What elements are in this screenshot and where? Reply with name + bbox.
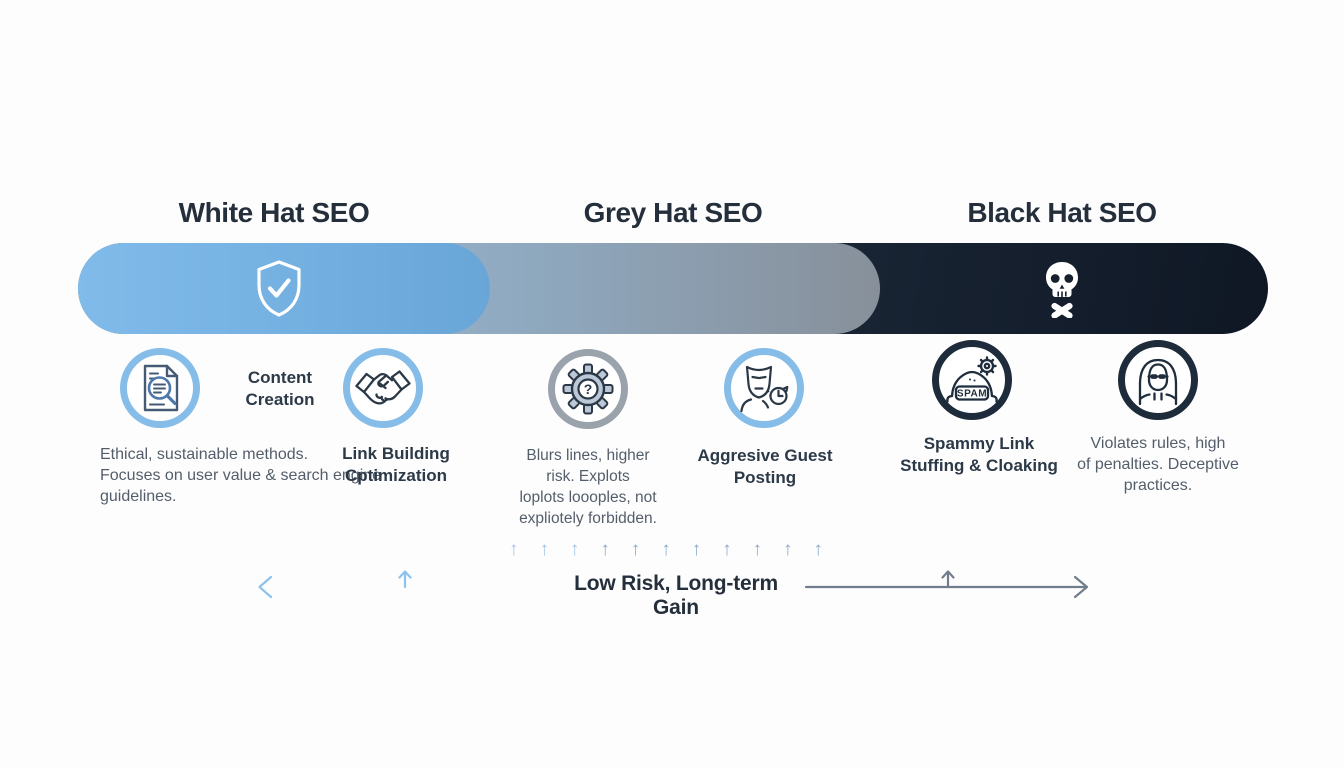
feature-label-guest-posting: Aggresive Guest Posting bbox=[697, 446, 833, 487]
up-arrow-icon: ↑ bbox=[813, 539, 823, 560]
feature-icon-content-creation bbox=[120, 348, 200, 428]
mask-clock-icon bbox=[740, 365, 789, 413]
up-arrow-icon: ↑ bbox=[782, 539, 793, 560]
feature-label-content-creation: Content Creation bbox=[245, 368, 315, 409]
up-arrow-icon: ↑ bbox=[722, 539, 732, 560]
axis-right-arrowhead-icon bbox=[1073, 575, 1089, 599]
up-arrow-icon: ↑ bbox=[569, 539, 580, 560]
axis-left-arrowhead-icon bbox=[258, 575, 273, 599]
up-arrow-icon: ↑ bbox=[752, 539, 763, 560]
feature-icon-grey-tactics: ? bbox=[548, 349, 628, 429]
question-mark-glyph: ? bbox=[584, 381, 593, 397]
gear-question-icon: ? bbox=[562, 363, 614, 415]
spectrum-bar-black-segment bbox=[78, 243, 1268, 334]
feature-label-spammy-links: Spammy Link Stuffing & Cloaking bbox=[900, 434, 1058, 475]
up-arrow-icon: ↑ bbox=[661, 539, 671, 560]
feature-icon-guest-posting bbox=[724, 348, 804, 428]
document-search-icon bbox=[143, 364, 179, 412]
feature-icon-deceptive-practices bbox=[1118, 340, 1198, 420]
column-title-black-hat: Black Hat SEO bbox=[967, 197, 1157, 228]
axis-tick-up-arrow-right-icon bbox=[941, 570, 955, 589]
feature-desc-black-hat: Violates rules, high of penalties. Decep… bbox=[1077, 435, 1239, 494]
up-arrow-icon: ↑ bbox=[509, 539, 519, 560]
column-title-white-hat: White Hat SEO bbox=[178, 197, 370, 228]
up-arrow-icon: ↑ bbox=[630, 539, 641, 560]
column-title-grey-hat: Grey Hat SEO bbox=[583, 197, 763, 228]
up-arrow-icon: ↑ bbox=[600, 539, 610, 560]
up-arrow-icon: ↑ bbox=[539, 539, 549, 560]
feature-label-link-building: Link Building Cptimization bbox=[342, 444, 450, 485]
risk-axis-graphic bbox=[258, 570, 1089, 599]
feature-desc-white-hat: Ethical, sustainable methods. Focuses on… bbox=[100, 446, 382, 505]
axis-label: Low Risk, Long-term Gain bbox=[574, 572, 778, 619]
shield-check-icon bbox=[257, 260, 301, 317]
hooded-hacker-icon bbox=[1138, 358, 1178, 406]
axis-tick-up-arrow-left-icon bbox=[398, 570, 412, 589]
spam-text: SPAM bbox=[957, 389, 987, 400]
skull-crossbones-icon bbox=[1046, 262, 1078, 318]
up-arrow-icon: ↑ bbox=[691, 539, 702, 560]
feature-icon-spammy-links: SPAM bbox=[932, 340, 1012, 420]
feature-icon-link-building bbox=[343, 348, 423, 428]
up-arrow-row: ↑ ↑ ↑ ↑ ↑ ↑ ↑ ↑ ↑ ↑ ↑ bbox=[509, 538, 823, 562]
spam-pile-gear-icon: SPAM bbox=[946, 356, 998, 403]
feature-desc-grey-hat: Blurs lines, higher risk. Explots loplot… bbox=[519, 447, 657, 527]
handshake-icon bbox=[355, 370, 411, 405]
